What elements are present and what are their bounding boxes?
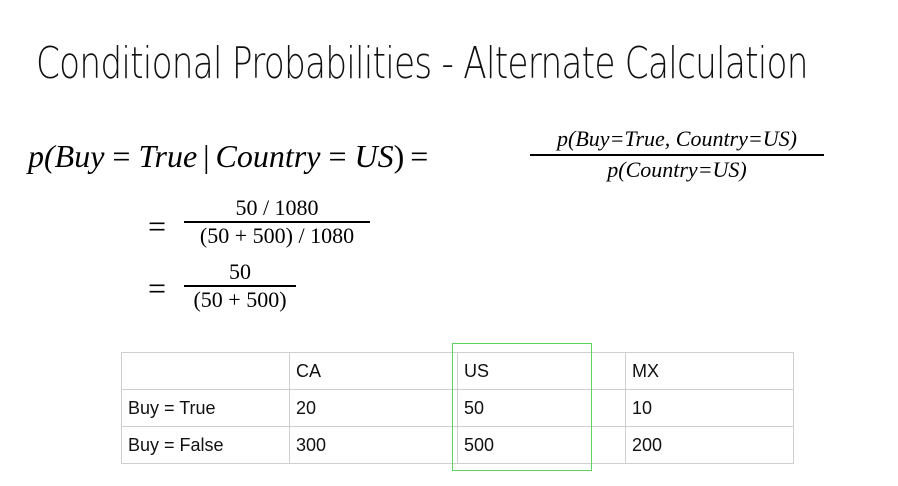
us-column-highlight	[452, 343, 592, 471]
table-header-row: CA US MX	[121, 352, 794, 390]
definition-denominator: p(Country=US)	[607, 156, 747, 182]
table-cell: 20	[289, 389, 458, 427]
eq-buy: Buy	[54, 138, 105, 174]
eq-country: Country	[215, 138, 321, 174]
slide-title: Conditional Probabilities - Alternate Ca…	[36, 38, 808, 89]
table-row-label: Buy = True	[121, 389, 290, 427]
table-cell: 10	[625, 389, 794, 427]
table-cell: 50	[457, 389, 626, 427]
table-row: Buy = False 300 500 200	[121, 426, 794, 464]
fraction-bar	[184, 221, 370, 223]
eq-equals-2: =	[320, 138, 355, 174]
table-header-cell: CA	[289, 352, 458, 390]
step3-denominator: (50 + 500)	[193, 286, 287, 312]
table-header-cell	[121, 352, 290, 390]
eq-p-open: p(	[28, 138, 55, 174]
eq-close-paren: )	[393, 138, 405, 174]
counts-table: CA US MX Buy = True 20 50 10 Buy = False…	[121, 352, 794, 464]
definition-numerator: p(Buy=True, Country=US)	[557, 126, 797, 151]
fraction-bar	[184, 285, 296, 287]
eq-equals-1: =	[104, 138, 139, 174]
definition-fraction: p(Buy=True, Country=US) p(Country=US)	[530, 126, 824, 183]
eq-main-equals: =	[410, 138, 429, 174]
step2-equals: =	[148, 208, 167, 244]
table-cell: 200	[625, 426, 794, 464]
step2-fraction: 50 / 1080 (50 + 500) / 1080	[184, 195, 370, 249]
fraction-bar	[530, 154, 824, 156]
eq-given-bar: |	[203, 138, 210, 174]
table-header-cell: MX	[625, 352, 794, 390]
table-cell: 500	[457, 426, 626, 464]
eq-us: US	[354, 138, 394, 174]
table-row: Buy = True 20 50 10	[121, 389, 794, 427]
step3-equals: =	[148, 270, 167, 306]
table-cell: 300	[289, 426, 458, 464]
table-row-label: Buy = False	[121, 426, 290, 464]
step3-fraction: 50 (50 + 500)	[184, 259, 296, 313]
step2-denominator: (50 + 500) / 1080	[199, 222, 355, 248]
eq-true: True	[138, 138, 198, 174]
step2-numerator: 50 / 1080	[235, 195, 319, 220]
step3-numerator: 50	[229, 259, 251, 284]
table-header-cell: US	[457, 352, 626, 390]
conditional-probability-expression: p(Buy = True | Country = US) =	[28, 136, 434, 176]
